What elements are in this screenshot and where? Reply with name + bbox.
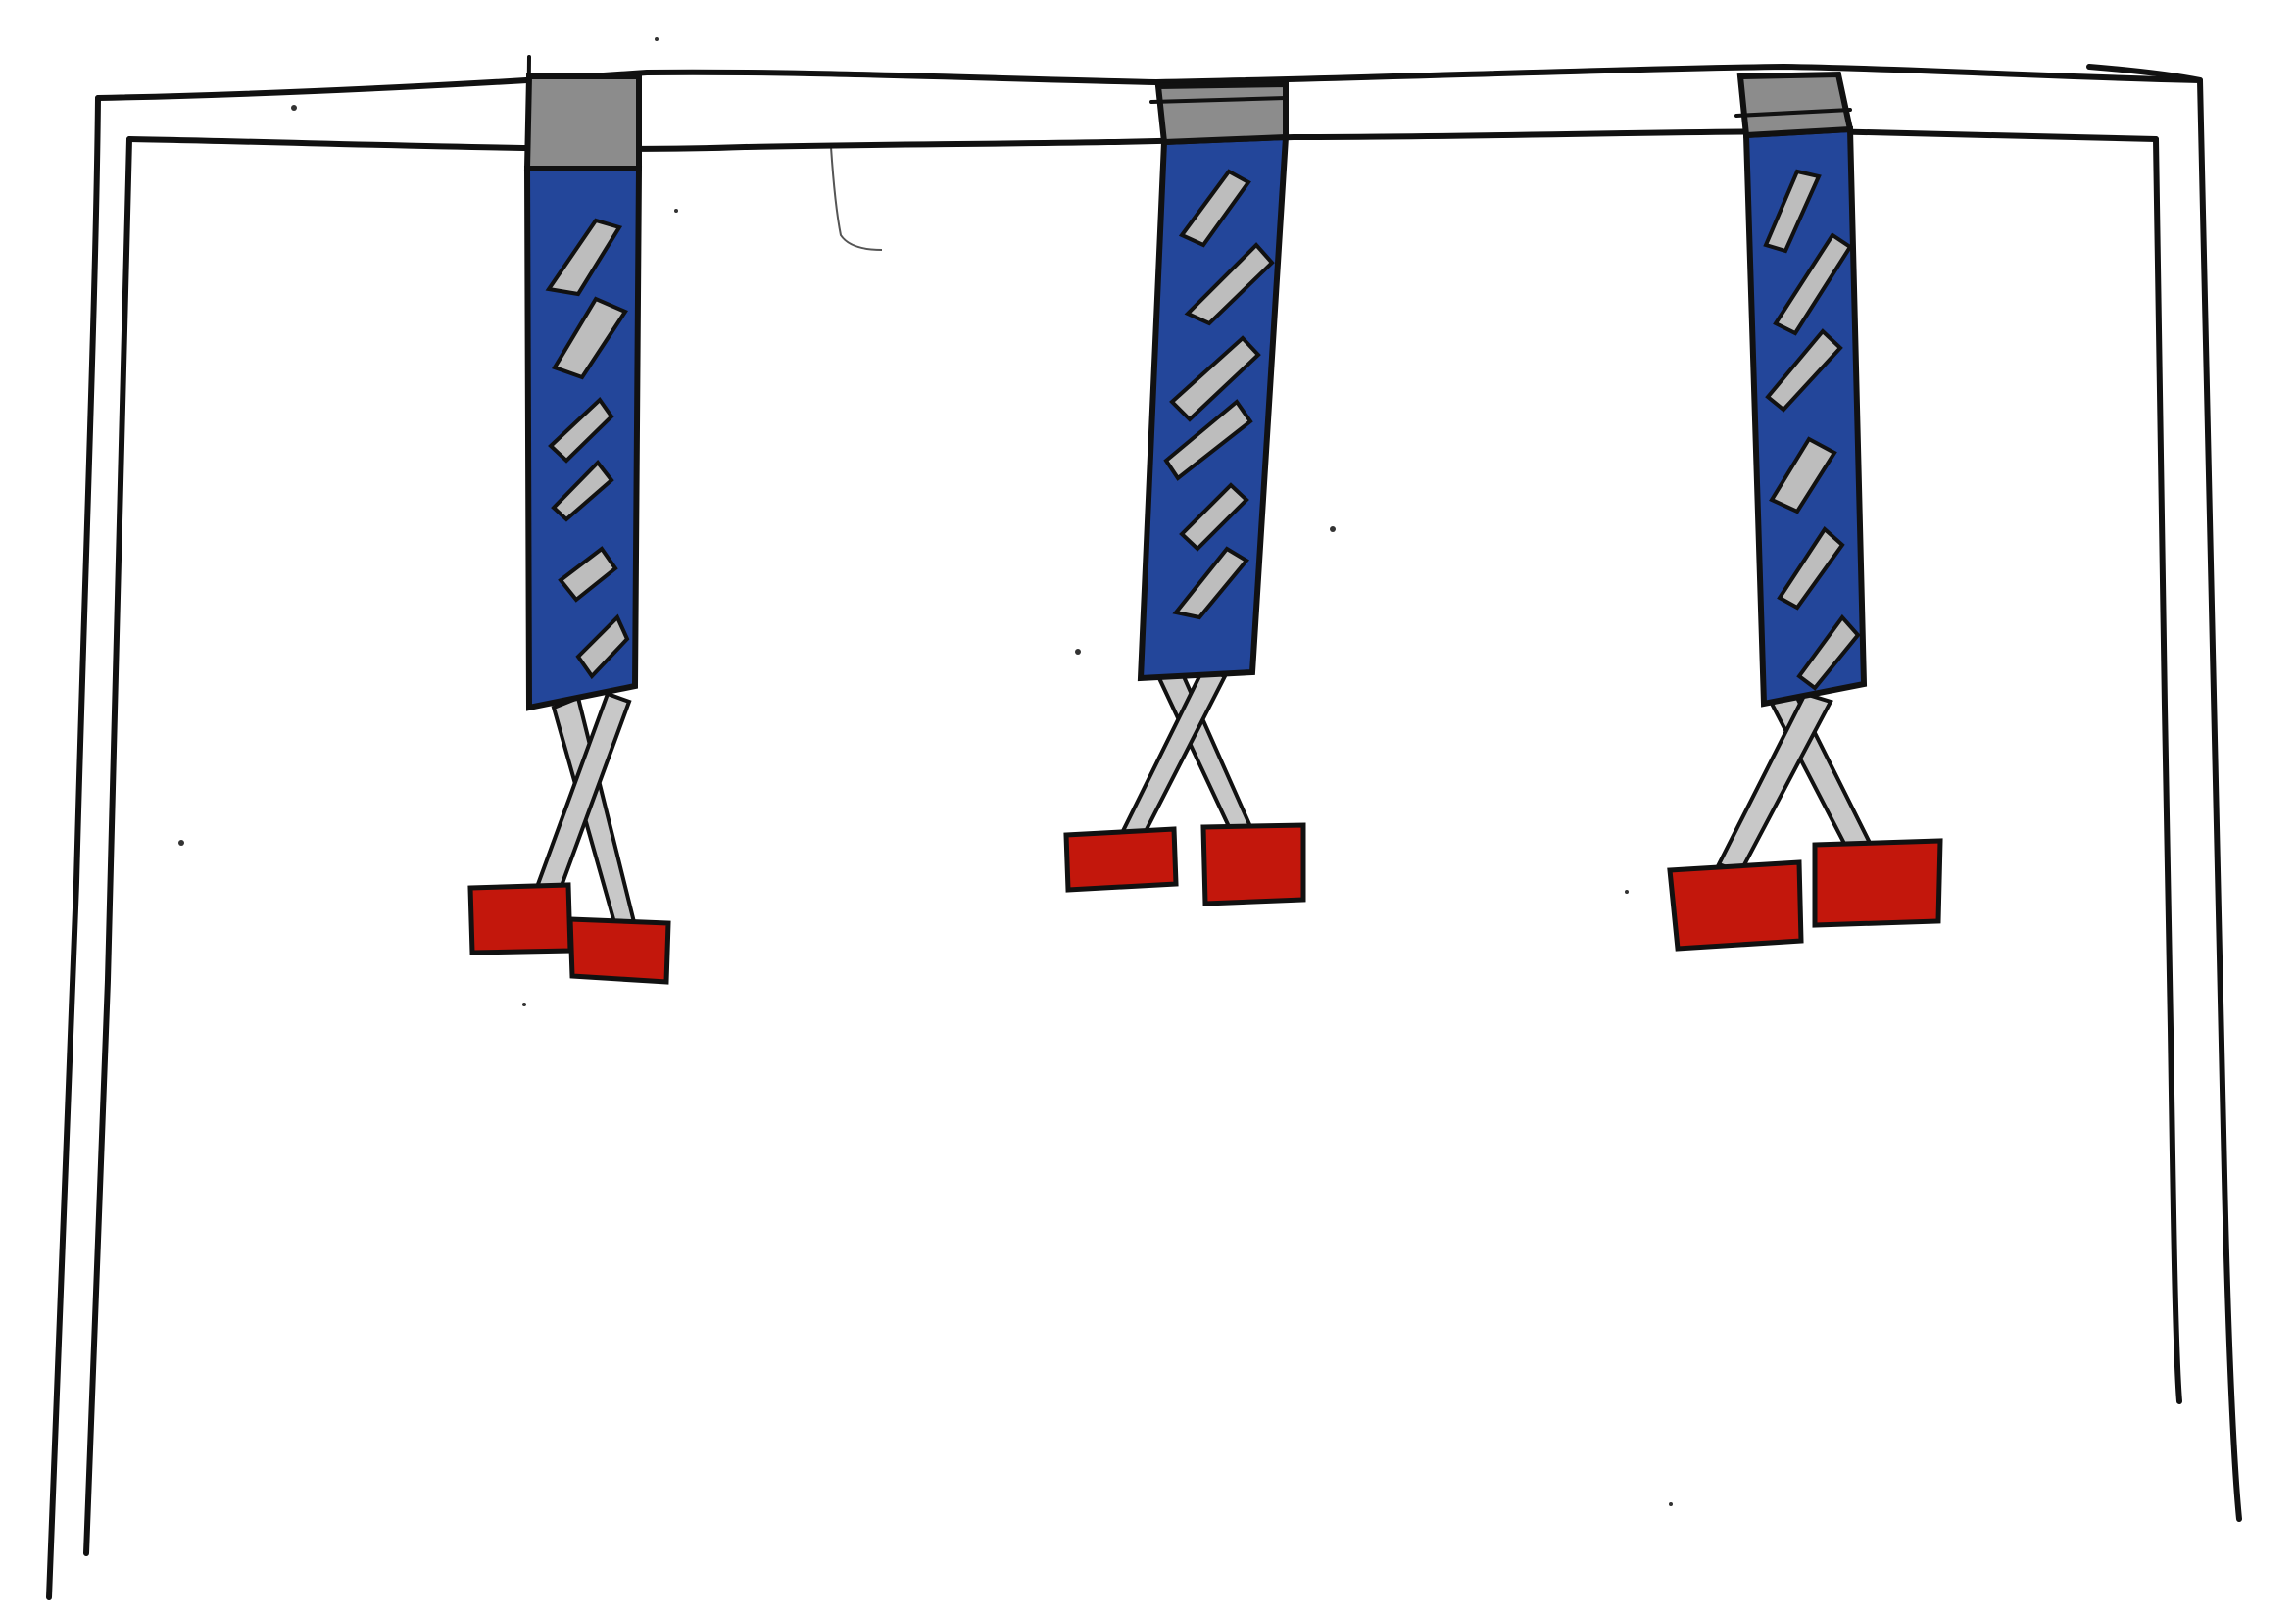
figure-right-band — [1736, 71, 1854, 139]
figure-left-band — [523, 73, 642, 171]
figure-middle-foot-left — [1063, 826, 1179, 893]
figure-middle-band — [1154, 80, 1289, 146]
frame-top-outer-line — [95, 64, 2203, 101]
frame-right-inner-post — [2153, 136, 2182, 1404]
figure-right — [1667, 71, 1943, 952]
paper-specks — [178, 37, 1673, 1506]
frame-left-outer-post — [46, 95, 101, 1600]
figure-right-band-edge — [1734, 108, 1852, 118]
figure-left-band-edge — [525, 55, 531, 245]
figure-left-foot-right — [567, 916, 671, 985]
figure-middle — [1063, 80, 1306, 906]
figure-right-foot-right — [1812, 838, 1943, 928]
frame-left-inner-post — [83, 136, 132, 1556]
figure-left — [467, 55, 671, 985]
figure-left-foot-left — [467, 882, 573, 955]
figure-middle-stripes — [1163, 169, 1275, 620]
frame-right-outer-post — [2086, 64, 2242, 1522]
figure-right-sleeve — [1742, 125, 1868, 708]
figure-right-stripes — [1763, 169, 1861, 691]
figure-middle-foot-right — [1200, 822, 1306, 906]
figure-right-foot-left — [1667, 859, 1804, 952]
figure-left-stripes — [545, 218, 630, 680]
figure-middle-band-edge — [1149, 96, 1288, 104]
